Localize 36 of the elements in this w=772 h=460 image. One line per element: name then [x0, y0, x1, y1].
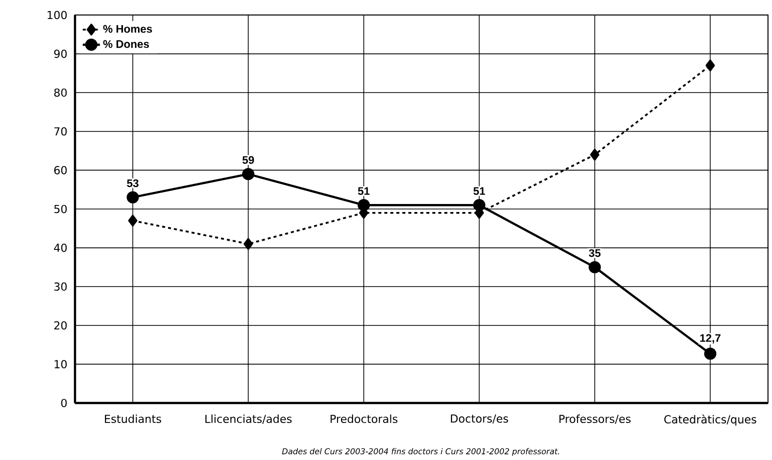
x-tick-label: Professors/es [559, 414, 631, 424]
y-tick-label: 90 [54, 50, 67, 58]
point [473, 199, 486, 212]
y-tick-label: 40 [54, 244, 67, 252]
y-tick-label: 60 [54, 166, 67, 174]
y-tick-label: 0 [61, 398, 67, 408]
y-tick-label: 80 [54, 88, 67, 97]
text: Dades del Curs 2003-2004 fins doctors i Curs 2001-2002 professorat. [282, 448, 560, 456]
point [706, 60, 715, 72]
point [588, 261, 601, 274]
y-tick-label: 30 [54, 282, 67, 291]
y-tick-label: 10 [54, 360, 67, 368]
data-label: 12,7 [700, 334, 720, 344]
data-label: 59 [242, 156, 254, 164]
point [128, 214, 138, 227]
data-label: 53 [126, 179, 138, 188]
data-label: 51 [473, 187, 486, 195]
point [244, 238, 253, 250]
y-tick-label: 20 [54, 321, 67, 330]
x-tick-label: Catedràtics/ques [664, 414, 756, 426]
point [590, 148, 600, 161]
legend-label: % Dones [103, 40, 149, 48]
y-tick-label: 50 [54, 204, 67, 214]
point [704, 348, 716, 360]
x-tick-label: Predoctorals [330, 414, 398, 424]
data-label: 51 [358, 187, 370, 195]
y-tick-label: 70 [54, 127, 67, 136]
x-tick-label: Llicenciats/ades [205, 414, 292, 424]
data-label: 35 [588, 249, 601, 257]
legend-label: % Homes [103, 25, 152, 33]
point [242, 168, 254, 180]
x-tick-label: Estudiants [104, 414, 162, 424]
y-tick-label: 100 [48, 10, 67, 20]
x-tick-label: Doctors/es [450, 414, 508, 424]
point [358, 199, 370, 212]
point [126, 191, 139, 204]
